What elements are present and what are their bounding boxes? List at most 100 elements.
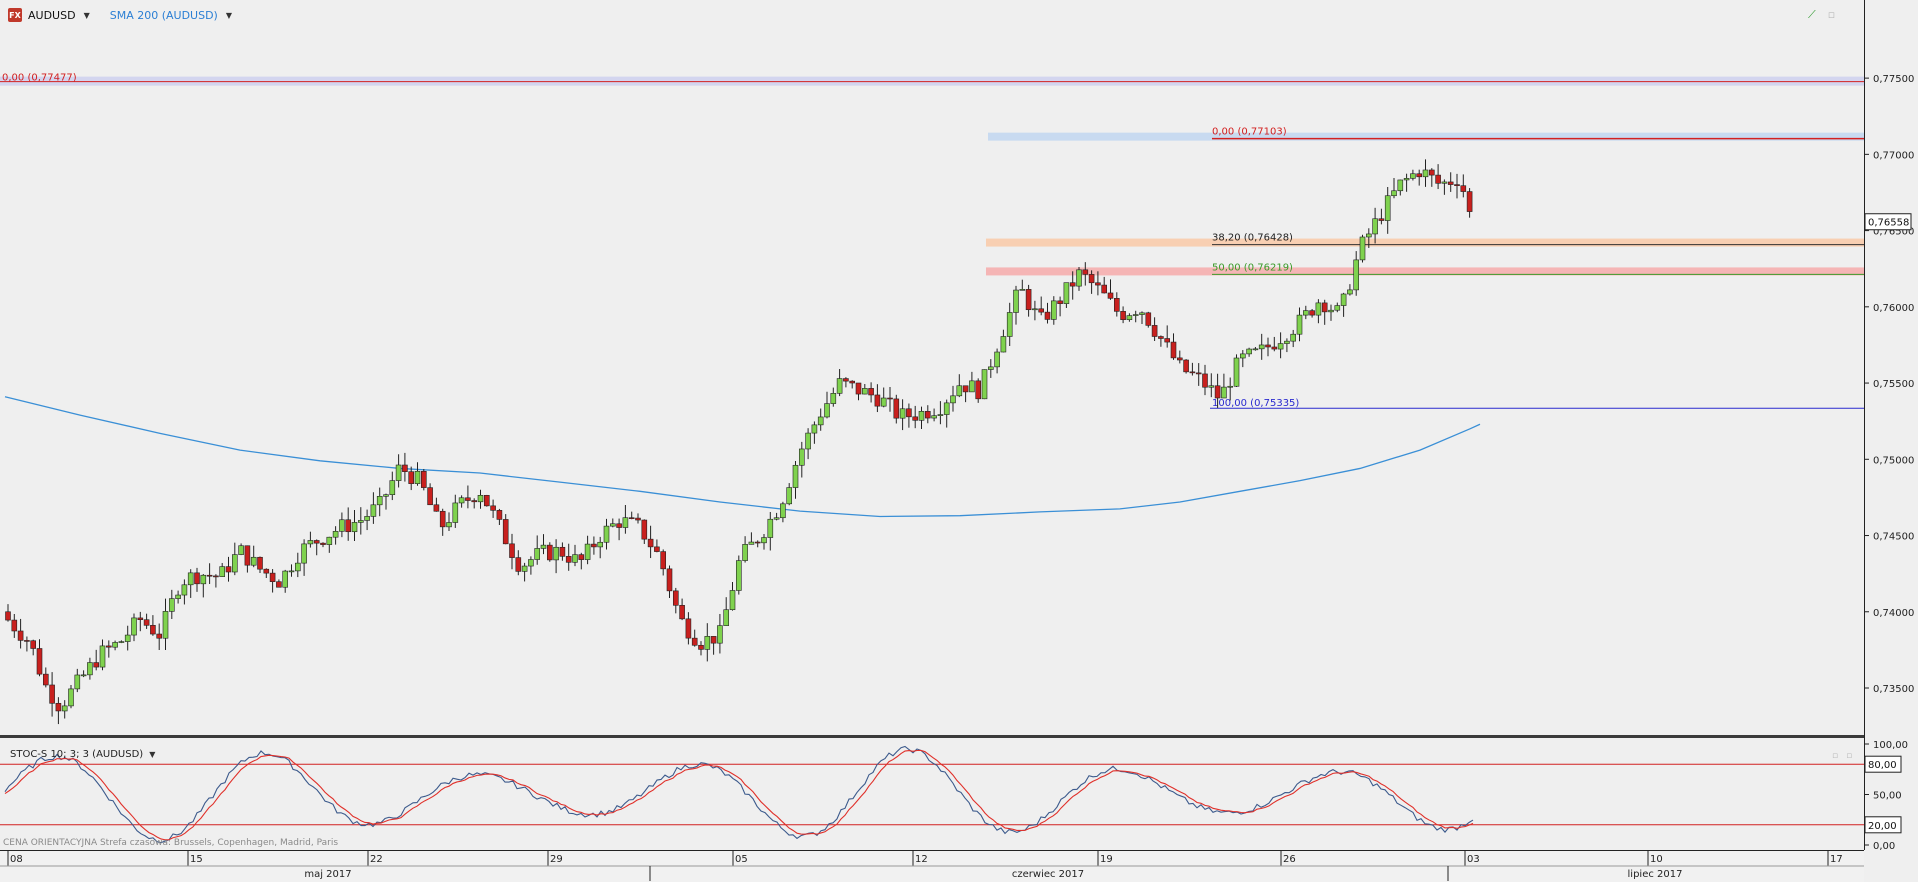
day-tick-label: 10 bbox=[1650, 854, 1663, 865]
current-price-box bbox=[1864, 213, 1912, 231]
price-chart-pane[interactable] bbox=[0, 0, 1864, 736]
candle-body bbox=[515, 557, 522, 572]
candle-body bbox=[156, 633, 162, 639]
candle-body bbox=[817, 416, 824, 426]
candle-body bbox=[446, 522, 452, 528]
pane-separator[interactable] bbox=[0, 735, 1864, 738]
candle-body bbox=[42, 673, 49, 686]
candle-body bbox=[1296, 314, 1303, 335]
price-axis-border bbox=[1864, 0, 1865, 850]
candle-body bbox=[162, 611, 169, 639]
candle-body bbox=[521, 565, 528, 572]
candle-body bbox=[1441, 181, 1448, 184]
candle-body bbox=[351, 522, 358, 533]
price-tick-label: 0,74000 bbox=[1873, 608, 1914, 619]
stochastic-dropdown-icon[interactable]: ▼ bbox=[149, 750, 156, 759]
candle-body bbox=[150, 625, 156, 635]
day-tick-label: 22 bbox=[370, 854, 383, 865]
day-tick-label: 15 bbox=[190, 854, 203, 865]
candle-body bbox=[383, 494, 389, 497]
candle-body bbox=[17, 630, 24, 641]
candle-body bbox=[584, 543, 591, 560]
stochastic-corner-icons: ▫ ▫ bbox=[1832, 751, 1852, 761]
fib-band bbox=[986, 267, 1864, 276]
candle-body bbox=[257, 556, 263, 570]
candle-body bbox=[439, 510, 446, 528]
candle-body bbox=[112, 642, 118, 648]
sma-indicator-label[interactable]: SMA 200 (AUDUSD) bbox=[109, 8, 218, 22]
candle-body bbox=[49, 684, 55, 704]
candle-body bbox=[1221, 386, 1227, 399]
candle-body bbox=[244, 545, 251, 566]
candle-body bbox=[1340, 293, 1347, 306]
day-tick-label: 19 bbox=[1100, 854, 1113, 865]
sma-dropdown-icon[interactable]: ▼ bbox=[225, 10, 232, 20]
candle-body bbox=[981, 369, 988, 400]
candle-body bbox=[1082, 269, 1089, 275]
candle-body bbox=[376, 495, 383, 506]
window-icon[interactable]: ▫ bbox=[1827, 8, 1836, 21]
candle-body bbox=[137, 617, 144, 620]
candle-body bbox=[339, 519, 345, 532]
candle-body bbox=[395, 464, 402, 481]
candle-body bbox=[899, 408, 906, 419]
candle-body bbox=[767, 518, 774, 538]
candle-body bbox=[490, 505, 496, 511]
candle-body bbox=[269, 572, 276, 582]
candle-body bbox=[987, 366, 994, 370]
candle-body bbox=[1195, 372, 1202, 375]
candle-body bbox=[572, 554, 578, 563]
candle-body bbox=[1126, 315, 1133, 320]
candle-body bbox=[294, 562, 301, 572]
candle-body bbox=[1013, 289, 1019, 313]
candle-body bbox=[61, 705, 68, 712]
candle-body bbox=[786, 487, 793, 505]
candle-body bbox=[924, 411, 931, 419]
symbol-dropdown-icon[interactable]: ▼ bbox=[83, 10, 90, 20]
candle-body bbox=[1334, 305, 1341, 311]
candle-body bbox=[912, 416, 919, 421]
candle-body bbox=[553, 546, 559, 561]
candle-body bbox=[918, 411, 925, 421]
close-icon[interactable]: ▫ bbox=[1846, 751, 1853, 761]
candle-body bbox=[950, 395, 956, 404]
candle-body bbox=[1158, 336, 1164, 339]
chart-corner-icons: ⟋ ▫ bbox=[1808, 8, 1835, 22]
candle-body bbox=[1189, 371, 1196, 374]
price-tick-label: 0,76000 bbox=[1873, 303, 1914, 314]
candle-body bbox=[282, 570, 289, 588]
candle-body bbox=[704, 636, 711, 650]
candle-body bbox=[93, 662, 99, 668]
candle-body bbox=[320, 542, 326, 545]
candle-body bbox=[452, 502, 459, 523]
candle-body bbox=[389, 480, 396, 495]
candle-body bbox=[792, 464, 799, 488]
candle-body bbox=[943, 402, 950, 415]
candle-body bbox=[1101, 284, 1107, 294]
candle-body bbox=[24, 640, 30, 642]
candle-body bbox=[780, 503, 786, 519]
candle-body bbox=[124, 634, 131, 642]
candle-body bbox=[496, 510, 503, 520]
stochastic-label[interactable]: STOC-S 10; 3; 3 (AUDUSD) bbox=[10, 749, 144, 760]
candle-body bbox=[80, 674, 87, 677]
candle-body bbox=[1044, 311, 1051, 320]
symbol-label[interactable]: AUDUSD bbox=[28, 8, 76, 22]
candle-body bbox=[1032, 308, 1038, 311]
candle-body bbox=[169, 598, 175, 612]
candle-body bbox=[534, 548, 541, 560]
candle-body bbox=[1435, 174, 1441, 184]
candle-body bbox=[1303, 310, 1309, 316]
minimize-icon[interactable]: ▫ bbox=[1832, 751, 1839, 761]
candle-body bbox=[735, 560, 742, 591]
candle-body bbox=[364, 516, 370, 521]
candle-body bbox=[672, 590, 679, 606]
candle-body bbox=[420, 470, 427, 488]
candle-body bbox=[1460, 185, 1467, 192]
candle-body bbox=[1063, 282, 1070, 304]
trend-icon[interactable]: ⟋ bbox=[1808, 8, 1816, 21]
candle-body bbox=[1290, 333, 1296, 342]
candle-body bbox=[1315, 302, 1322, 316]
candle-body bbox=[1384, 195, 1391, 221]
